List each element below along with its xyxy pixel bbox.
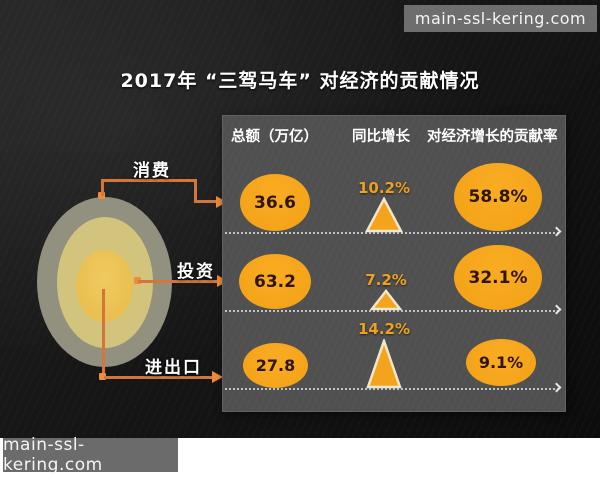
data-panel: 总额（万亿） 同比增长 对经济增长的贡献率 36.6 10.2% 58.8% 6… (222, 115, 566, 412)
column-header-growth: 同比增长 (352, 129, 410, 145)
connector-line-consumption (194, 200, 218, 203)
arrowhead-right-icon (216, 196, 227, 208)
connector-line-consumption (101, 179, 104, 196)
axis-line (225, 232, 559, 234)
total-bubble-trade: 27.8 (243, 343, 308, 388)
arrowhead-right-icon (212, 371, 223, 383)
axis-line (225, 388, 559, 390)
connector-dot-investment (134, 277, 141, 284)
connector-line-consumption (194, 179, 197, 203)
contribution-bubble-investment: 32.1% (454, 245, 542, 310)
watermark-bottom: main-ssl-kering.com (3, 435, 178, 475)
growth-value-trade: 14.2% (357, 320, 411, 338)
label-trade: 进出口 (145, 358, 202, 378)
contribution-bubble-consumption: 58.8% (454, 163, 542, 231)
axis-arrow-icon (551, 226, 562, 237)
connector-line-investment (138, 280, 219, 283)
label-consumption: 消费 (133, 161, 171, 181)
connector-line-trade (102, 289, 105, 379)
growth-triangle-icon (365, 197, 403, 233)
connector-line-consumption (101, 179, 197, 182)
column-header-total: 总额（万亿） (231, 129, 318, 145)
growth-value-consumption: 10.2% (357, 179, 411, 197)
contribution-bubble-trade: 9.1% (466, 339, 536, 386)
watermark-text: main-ssl-kering.com (3, 435, 103, 475)
axis-arrow-icon (551, 304, 562, 315)
connector-dot-trade (99, 373, 106, 380)
axis-arrow-icon (551, 382, 562, 393)
growth-value-investment: 7.2% (365, 271, 407, 289)
growth-triangle-icon (370, 289, 402, 311)
growth-triangle-icon (366, 339, 402, 389)
total-bubble-investment: 63.2 (239, 254, 311, 309)
chart-title: 2017年 “三驾马车” 对经济的贡献情况 (120, 70, 480, 92)
label-investment: 投资 (177, 262, 215, 282)
column-header-contribution: 对经济增长的贡献率 (427, 129, 558, 145)
total-bubble-consumption: 36.6 (240, 174, 310, 231)
axis-line (225, 310, 559, 312)
connector-line-trade (104, 376, 214, 379)
watermark-top: main-ssl-kering.com (404, 5, 597, 32)
watermark-text: main-ssl-kering.com (414, 9, 587, 28)
